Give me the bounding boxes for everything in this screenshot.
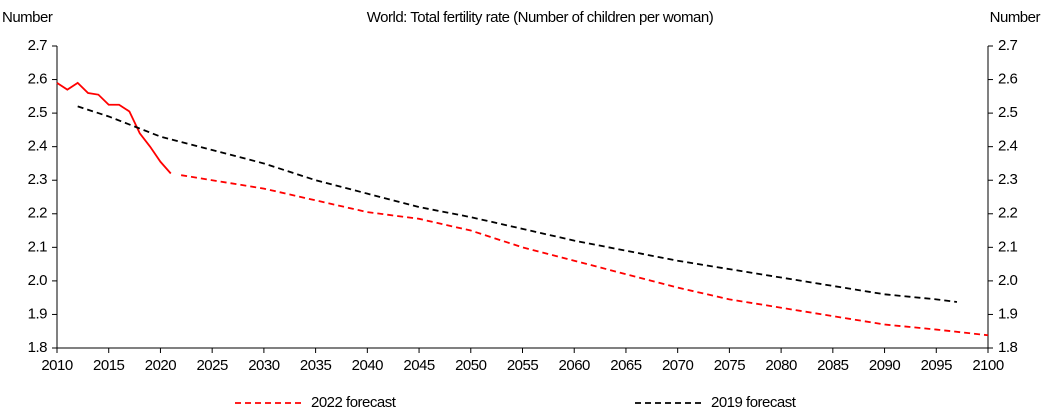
y-tick-label: 2.2: [28, 205, 48, 222]
y-tick-label: 1.8: [28, 339, 48, 356]
series-line: [180, 174, 989, 337]
x-tick-label: 2095: [921, 357, 953, 374]
y2-tick-label: 2.7: [998, 37, 1018, 54]
y2-tick-label: 2.2: [998, 205, 1018, 222]
x-tick-label: 2075: [714, 357, 746, 374]
y-tick-label: 2.0: [28, 272, 48, 289]
x-tick-label: 2015: [93, 357, 125, 374]
x-tick-label: 2025: [196, 357, 228, 374]
y2-tick-label: 2.4: [998, 138, 1018, 155]
x-tick-label: 2100: [972, 357, 1004, 374]
y2-tick-label: 2.5: [998, 104, 1018, 121]
y2-tick-label: 2.0: [998, 272, 1018, 289]
x-tick-label: 2085: [817, 357, 849, 374]
x-tick-label: 2050: [455, 357, 487, 374]
y-tick-label: 2.4: [28, 138, 48, 155]
x-tick-label: 2030: [248, 357, 280, 374]
y-tick-label: 2.5: [28, 104, 48, 121]
x-tick-label: 2035: [300, 357, 332, 374]
y-tick-label: 2.3: [28, 171, 48, 188]
y2-tick-label: 1.9: [998, 305, 1018, 322]
series-line: [56, 81, 172, 175]
legend-label: 2019 forecast: [711, 394, 797, 411]
x-tick-label: 2065: [610, 357, 642, 374]
x-tick-label: 2010: [41, 357, 73, 374]
y-tick-label: 1.9: [28, 305, 48, 322]
y2-tick-label: 2.6: [998, 71, 1018, 88]
x-tick-label: 2055: [507, 357, 539, 374]
y2-tick-label: 1.8: [998, 339, 1018, 356]
x-tick-label: 2020: [145, 357, 177, 374]
legend-label: 2022 forecast: [311, 394, 397, 411]
y2-axis-label: Number: [990, 9, 1041, 26]
y-tick-label: 2.7: [28, 37, 48, 54]
y2-tick-label: 2.1: [998, 238, 1018, 255]
x-tick-label: 2040: [352, 357, 384, 374]
chart-title: World: Total fertility rate (Number of c…: [367, 9, 714, 26]
x-tick-label: 2090: [869, 357, 901, 374]
series-line: [77, 105, 958, 303]
y-axis-label: Number: [2, 9, 53, 26]
x-tick-label: 2070: [662, 357, 694, 374]
x-tick-label: 2045: [403, 357, 435, 374]
y-tick-label: 2.1: [28, 238, 48, 255]
y-tick-label: 2.6: [28, 71, 48, 88]
x-tick-label: 2060: [559, 357, 591, 374]
x-tick-label: 2080: [765, 357, 797, 374]
y2-tick-label: 2.3: [998, 171, 1018, 188]
